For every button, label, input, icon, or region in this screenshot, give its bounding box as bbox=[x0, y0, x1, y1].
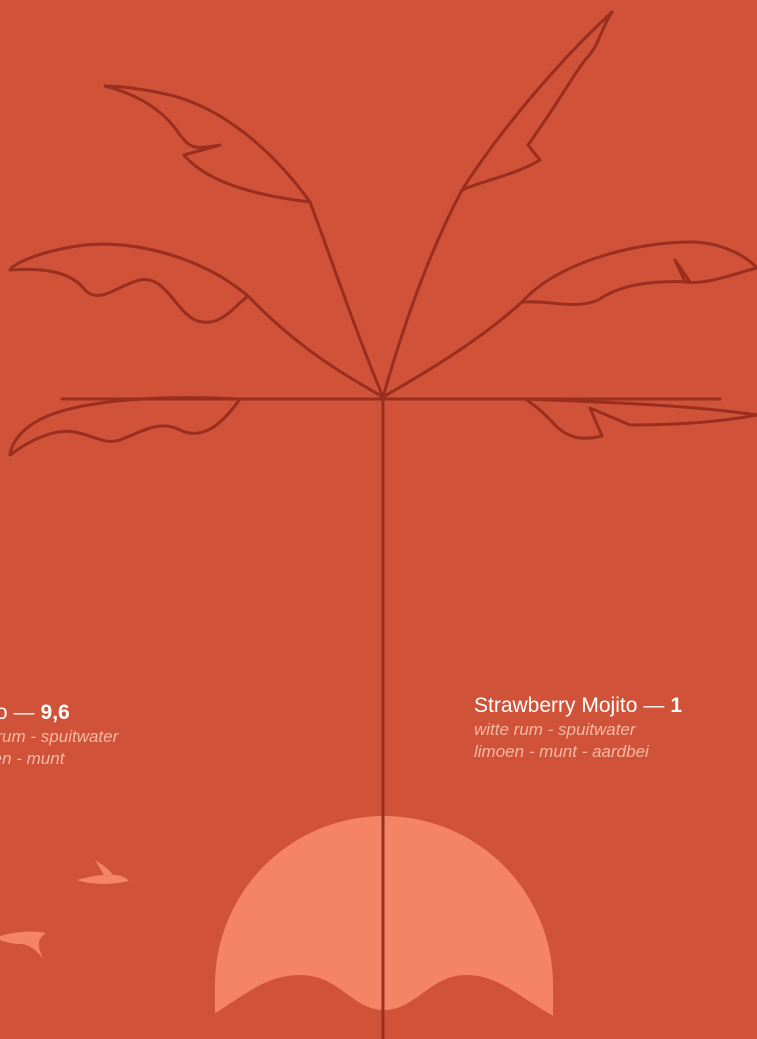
drink-price: 9,6 bbox=[40, 701, 70, 724]
drink-ingredients: moen - munt bbox=[0, 749, 65, 768]
drink-name: ojito bbox=[0, 701, 8, 724]
frond-upper-right bbox=[460, 10, 614, 192]
drink-price: 1 bbox=[670, 694, 683, 717]
bird-shape bbox=[0, 931, 46, 960]
drink-name-line: ojito —9,6 bbox=[0, 700, 118, 726]
frond-stem-upper-right bbox=[381, 188, 464, 399]
frond-stem-mid-right bbox=[381, 300, 524, 399]
wave-shape bbox=[200, 975, 565, 1039]
price-separator: — bbox=[13, 701, 35, 724]
price-separator: — bbox=[643, 694, 665, 717]
frond-upper-left bbox=[103, 84, 312, 204]
drink-ingredients: witte rum - spuitwater bbox=[474, 720, 636, 739]
frond-mid-left bbox=[8, 242, 250, 324]
drink-ingredients: itte rum - spuitwater bbox=[0, 727, 119, 746]
frond-mid-right bbox=[520, 240, 757, 307]
drink-ingredients: limoen - munt - aardbei bbox=[474, 742, 649, 761]
frond-lower-left bbox=[8, 396, 242, 457]
frond-stem-upper-left bbox=[308, 200, 385, 399]
drink-name-line: Strawberry Mojito —1 bbox=[474, 693, 682, 719]
drink-name: Strawberry Mojito bbox=[474, 694, 638, 717]
menu-item-mojito: ojito —9,6 itte rum - spuitwater moen - m… bbox=[0, 700, 118, 770]
frond-lower-right bbox=[523, 397, 757, 440]
frond-stem-mid-left bbox=[246, 294, 385, 399]
bird-shape bbox=[77, 860, 129, 884]
menu-item-strawberry-mojito: Strawberry Mojito —1 witte rum - spuitwat… bbox=[474, 693, 682, 763]
